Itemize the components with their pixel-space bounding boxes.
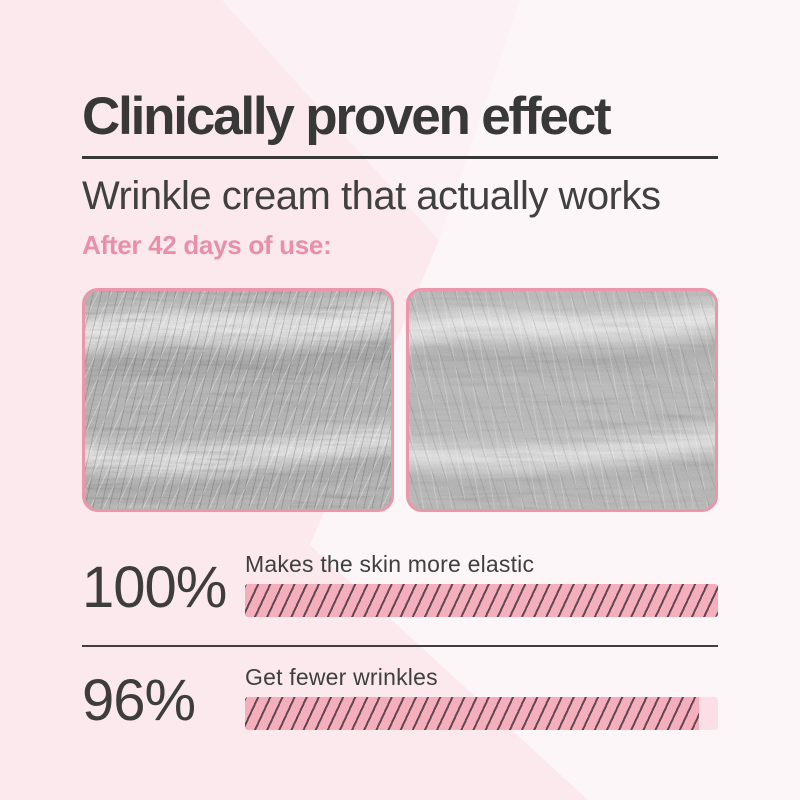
stats-section: 100% Makes the skin more elastic 96% Get… <box>82 550 718 734</box>
skin-before-image <box>82 287 394 512</box>
skin-after-image <box>406 287 718 512</box>
infographic: Clinically proven effect Wrinkle cream t… <box>82 87 718 734</box>
stat-row-elasticity: 100% Makes the skin more elastic <box>82 550 718 620</box>
stat-bar-fill <box>245 697 700 731</box>
stat-bar-fill <box>245 583 718 617</box>
wrinkle-texture-overlay <box>85 290 391 509</box>
page-title: Clinically proven effect <box>82 87 612 146</box>
stat-value: 96% <box>82 668 196 734</box>
stat-label: Makes the skin more elastic <box>245 550 535 577</box>
stat-bar-track <box>245 583 718 617</box>
kicker-text: After 42 days of use: <box>82 230 332 260</box>
smooth-texture-overlay <box>409 290 715 509</box>
title-underline <box>82 156 718 159</box>
stat-row-wrinkles: 96% Get fewer wrinkles <box>82 663 718 734</box>
page-subtitle: Wrinkle cream that actually works <box>82 174 661 218</box>
stats-divider <box>82 644 718 647</box>
stat-label: Get fewer wrinkles <box>245 663 438 690</box>
stat-bar-track <box>245 697 718 731</box>
before-after-comparison <box>82 287 718 512</box>
stat-value: 100% <box>82 554 227 620</box>
